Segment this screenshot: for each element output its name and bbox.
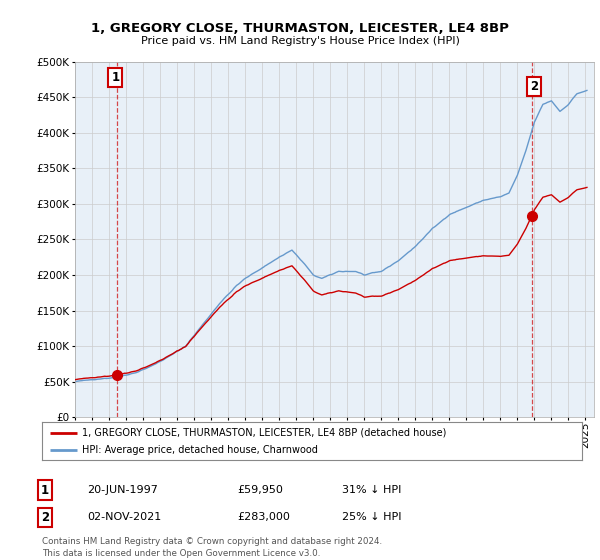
Text: 2: 2: [41, 511, 49, 524]
Text: 20-JUN-1997: 20-JUN-1997: [87, 485, 158, 495]
Text: Contains HM Land Registry data © Crown copyright and database right 2024.
This d: Contains HM Land Registry data © Crown c…: [42, 537, 382, 558]
Text: 02-NOV-2021: 02-NOV-2021: [87, 512, 161, 522]
Text: HPI: Average price, detached house, Charnwood: HPI: Average price, detached house, Char…: [83, 445, 319, 455]
Text: 25% ↓ HPI: 25% ↓ HPI: [342, 512, 401, 522]
Text: £59,950: £59,950: [237, 485, 283, 495]
Text: 1, GREGORY CLOSE, THURMASTON, LEICESTER, LE4 8BP (detached house): 1, GREGORY CLOSE, THURMASTON, LEICESTER,…: [83, 427, 447, 437]
Text: 1: 1: [41, 483, 49, 497]
Text: 31% ↓ HPI: 31% ↓ HPI: [342, 485, 401, 495]
Text: Price paid vs. HM Land Registry's House Price Index (HPI): Price paid vs. HM Land Registry's House …: [140, 36, 460, 46]
Text: £283,000: £283,000: [237, 512, 290, 522]
Text: 1, GREGORY CLOSE, THURMASTON, LEICESTER, LE4 8BP: 1, GREGORY CLOSE, THURMASTON, LEICESTER,…: [91, 22, 509, 35]
Text: 1: 1: [111, 71, 119, 84]
Text: 2: 2: [530, 80, 538, 93]
